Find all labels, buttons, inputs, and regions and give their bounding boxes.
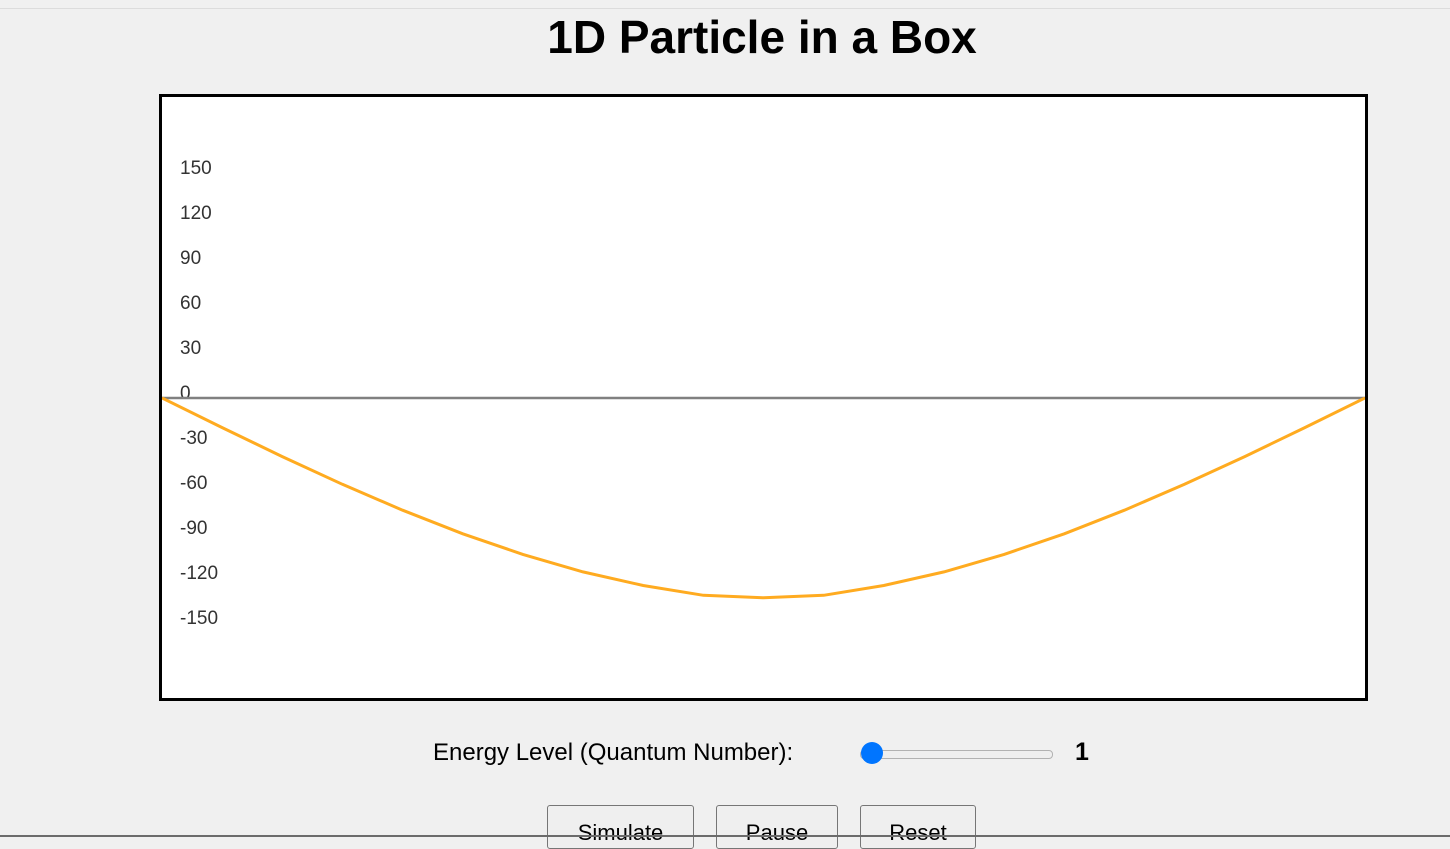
y-tick-label: 60 [180, 293, 201, 314]
slider-track[interactable] [860, 750, 1053, 759]
bottom-divider [0, 835, 1450, 837]
y-tick-label: 120 [180, 203, 212, 224]
y-tick-label: -90 [180, 518, 207, 539]
energy-level-value: 1 [1075, 738, 1089, 766]
page-title: 1D Particle in a Box [547, 11, 977, 63]
y-tick-label: 150 [180, 158, 212, 179]
reset-button[interactable]: Reset [860, 805, 976, 849]
top-divider [0, 8, 1450, 9]
simulate-button[interactable]: Simulate [547, 805, 694, 849]
energy-controls: Energy Level (Quantum Number): 1 [0, 734, 1450, 774]
pause-button[interactable]: Pause [716, 805, 838, 849]
y-tick-label: 0 [180, 383, 191, 404]
y-tick-label: 90 [180, 248, 201, 269]
energy-level-slider[interactable] [860, 742, 1053, 766]
y-tick-label: -60 [180, 473, 207, 494]
y-tick-label: -120 [180, 563, 218, 584]
wavefunction-plot: 150 120 90 60 30 0 -30 -60 -90 -120 -150 [162, 158, 1365, 629]
y-tick-label: 30 [180, 338, 201, 359]
y-axis-tick-labels: 150 120 90 60 30 0 -30 -60 -90 -120 -150 [180, 158, 218, 629]
energy-level-label: Energy Level (Quantum Number): [433, 739, 794, 766]
slider-thumb[interactable] [861, 742, 883, 764]
y-tick-label: -30 [180, 428, 207, 449]
y-tick-label: -150 [180, 608, 218, 629]
series-line [162, 396, 1365, 600]
simulation-canvas: 150 120 90 60 30 0 -30 -60 -90 -120 -150 [159, 94, 1368, 701]
